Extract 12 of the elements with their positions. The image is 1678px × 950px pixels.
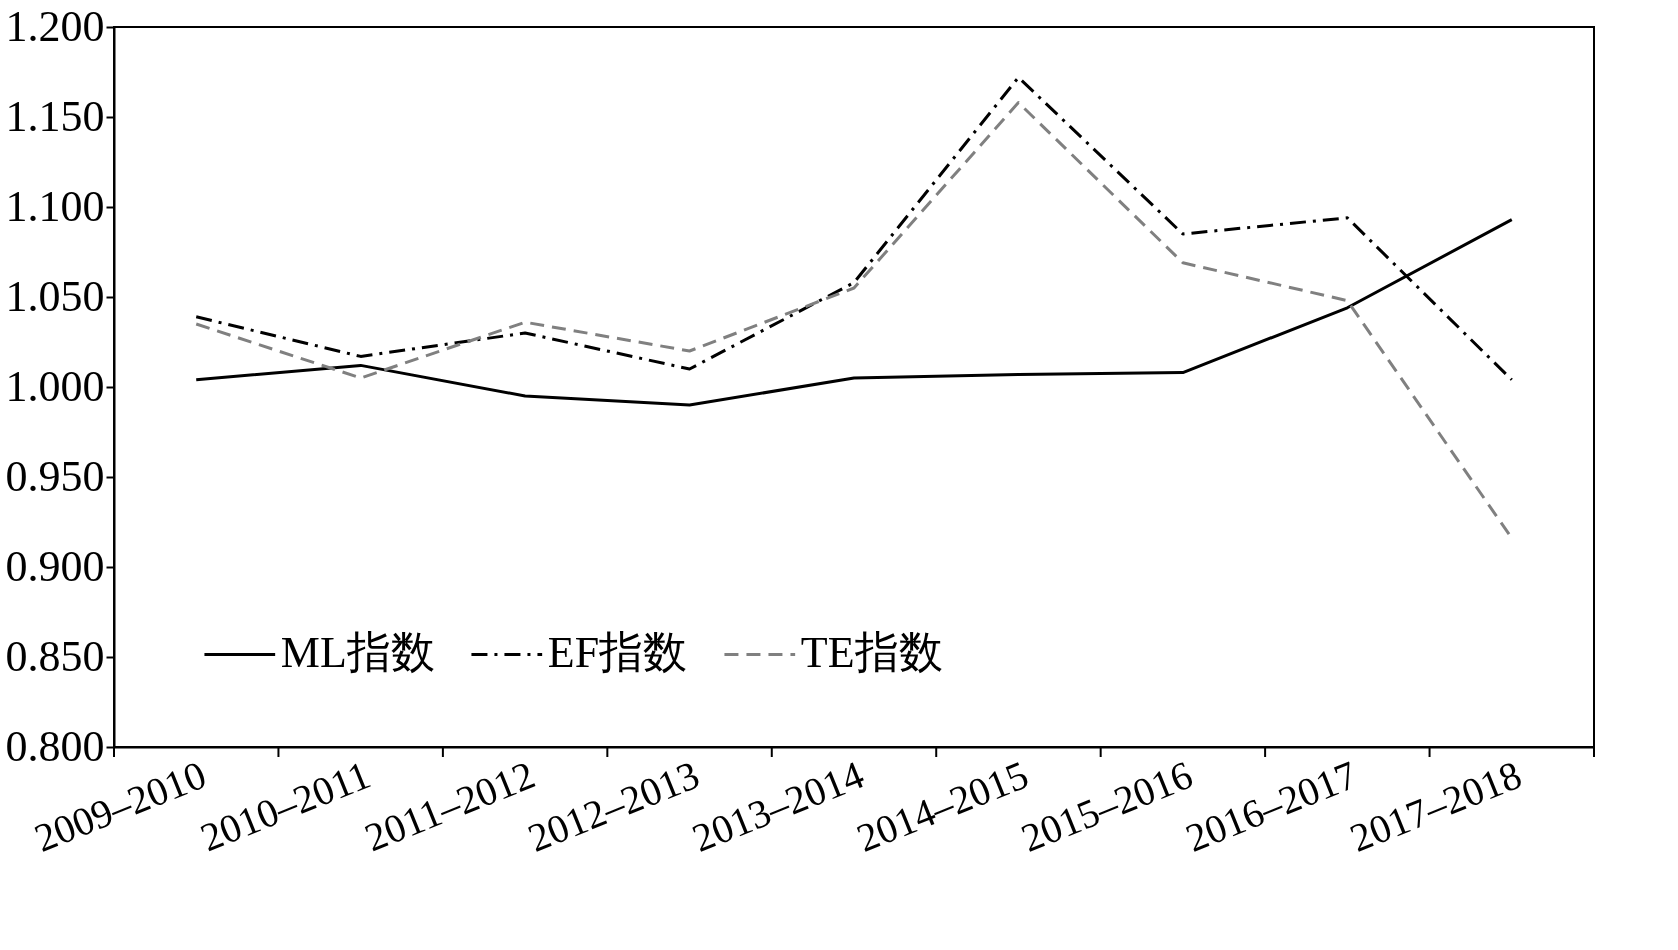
- legend-label: EF指数: [547, 628, 688, 678]
- y-tick-label: 1.150: [5, 91, 105, 141]
- y-tick-label: 1.100: [5, 181, 105, 231]
- y-tick-label: 1.200: [5, 1, 105, 51]
- y-tick-label: 1.050: [5, 271, 105, 321]
- legend-label: ML指数: [280, 628, 435, 678]
- legend-label: TE指数: [800, 628, 943, 678]
- y-tick-label: 0.950: [5, 451, 105, 501]
- y-tick-label: 0.850: [5, 631, 105, 681]
- y-tick-label: 1.000: [5, 361, 105, 411]
- y-tick-label: 0.800: [5, 721, 105, 771]
- y-tick-label: 0.900: [5, 541, 105, 591]
